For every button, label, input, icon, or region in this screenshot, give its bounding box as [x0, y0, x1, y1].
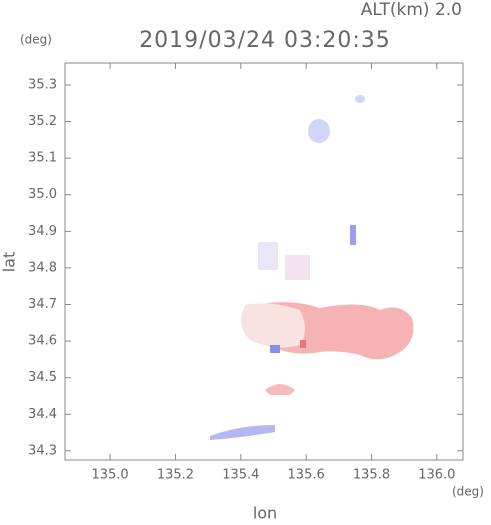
- y-tick-label: 34.7: [28, 297, 57, 312]
- y-tick-label: 34.6: [28, 334, 57, 349]
- altitude: ALT(km) 2.0: [361, 0, 462, 20]
- y-unit: (deg): [20, 33, 52, 47]
- y-tick-label: 35.2: [28, 114, 57, 129]
- x-tick-label: 135.4: [222, 468, 259, 483]
- x-tick-label: 136.0: [418, 468, 455, 483]
- x-tick-label: 135.8: [353, 468, 390, 483]
- y-tick-label: 34.3: [28, 443, 57, 458]
- radar-echo: [210, 95, 414, 440]
- y-axis-label: lat: [0, 252, 19, 273]
- x-unit: (deg): [452, 485, 484, 499]
- y-tick-label: 34.9: [28, 224, 57, 239]
- y-tick-label: 35.1: [28, 151, 57, 166]
- x-tick-label: 135.6: [288, 468, 325, 483]
- x-tick-label: 135.2: [157, 468, 194, 483]
- x-axis-label: lon: [253, 504, 277, 522]
- y-tick-label: 34.4: [28, 407, 57, 422]
- y-tick-label: 34.5: [28, 370, 57, 385]
- y-tick-label: 35.0: [28, 187, 57, 202]
- x-tick-label: 135.0: [91, 468, 128, 483]
- y-tick-label: 34.8: [28, 260, 57, 275]
- y-tick-label: 35.3: [28, 77, 57, 92]
- plot-frame: [64, 62, 464, 461]
- chart-title: 2019/03/24 03:20:35: [139, 28, 391, 53]
